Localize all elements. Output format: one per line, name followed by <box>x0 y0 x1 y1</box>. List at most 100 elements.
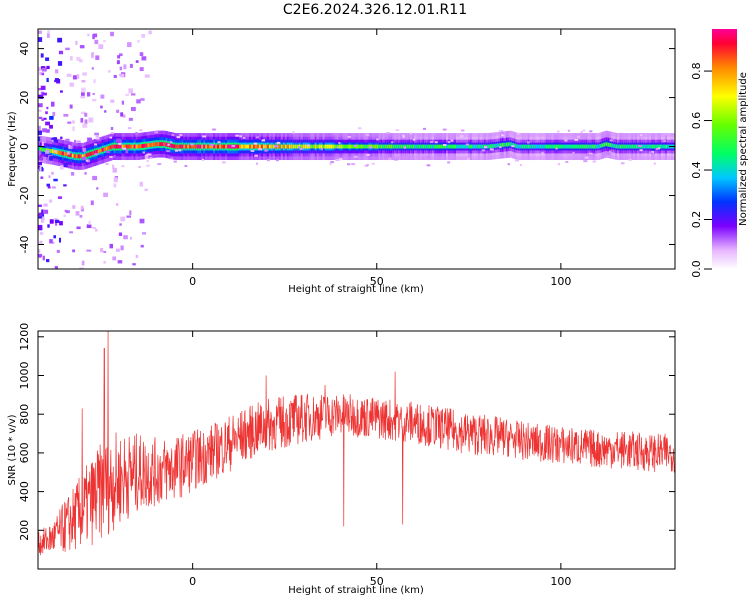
heatmap-noise <box>39 154 42 158</box>
heatmap-noise <box>132 263 136 266</box>
heatmap-cell <box>348 144 352 149</box>
heatmap-noise <box>41 216 45 221</box>
heatmap-noise <box>41 67 47 72</box>
heatmap-cell <box>424 144 427 149</box>
heatmap-noise <box>276 141 281 144</box>
heatmap-noise <box>105 163 109 166</box>
heatmap-cell <box>617 144 620 149</box>
heatmap-noise <box>515 159 519 162</box>
heatmap-noise <box>41 92 47 96</box>
heatmap-noise <box>498 129 502 132</box>
heatmap-noise <box>628 158 632 161</box>
heatmap-noise <box>336 146 339 149</box>
heatmap-noise <box>499 146 502 149</box>
heatmap-noise <box>72 205 76 209</box>
heatmap-cell <box>475 144 479 149</box>
heatmap-cell <box>163 142 166 147</box>
heatmap-cell <box>651 144 654 149</box>
heatmap-cell <box>547 144 551 149</box>
heatmap-cell <box>332 144 336 149</box>
heatmap-cell <box>85 153 89 158</box>
heatmap-cell <box>139 144 143 149</box>
heatmap-noise <box>95 137 100 140</box>
heatmap-noise <box>100 105 103 109</box>
heatmap-noise <box>92 98 97 102</box>
heatmap-cell <box>123 144 127 149</box>
heatmap-noise <box>54 78 59 82</box>
heatmap-noise <box>371 162 375 165</box>
heatmap-noise <box>96 187 99 190</box>
heatmap-noise <box>65 138 70 141</box>
heatmap-cell <box>41 147 45 152</box>
heatmap-noise <box>109 155 113 158</box>
heatmap-noise <box>38 162 43 166</box>
heatmap-noise <box>557 130 560 133</box>
heatmap-cell <box>473 144 477 149</box>
heatmap-cell <box>420 144 423 149</box>
heatmap-noise <box>540 152 544 155</box>
heatmap-cell <box>394 144 397 149</box>
heatmap-noise <box>648 151 653 154</box>
heatmap-noise <box>481 149 486 152</box>
heatmap-noise <box>146 160 149 163</box>
heatmap-noise <box>51 101 55 107</box>
heatmap-cell <box>304 144 308 149</box>
heatmap-cell <box>471 144 475 149</box>
heatmap-noise <box>80 117 84 123</box>
heatmap-noise <box>109 136 113 139</box>
heatmap-noise <box>255 162 259 165</box>
heatmap-noise <box>42 255 45 261</box>
heatmap-noise <box>40 218 44 223</box>
heatmap-cell <box>223 144 226 149</box>
heatmap-cell <box>89 151 93 156</box>
heatmap-cell <box>181 144 184 149</box>
heatmap-cell <box>663 144 666 149</box>
heatmap-cell <box>583 144 587 149</box>
heatmap-noise <box>589 130 593 133</box>
heatmap-cell <box>460 144 463 149</box>
heatmap-noise <box>129 236 133 240</box>
heatmap-noise <box>39 166 42 172</box>
heatmap-noise <box>79 215 83 218</box>
heatmap-noise <box>88 117 94 123</box>
heatmap-cell <box>125 144 129 149</box>
heatmap-cell <box>189 144 192 149</box>
heatmap-noise <box>567 129 571 132</box>
heatmap-cell <box>525 144 529 149</box>
heatmap-noise <box>110 132 115 135</box>
heatmap-cell <box>454 144 457 149</box>
heatmap-cell <box>591 144 594 149</box>
heatmap-noise <box>94 39 99 45</box>
heatmap-noise <box>139 52 144 56</box>
heatmap-noise <box>116 60 120 65</box>
heatmap-cell <box>258 144 262 149</box>
heatmap-cell <box>195 144 198 149</box>
heatmap-noise <box>57 61 63 66</box>
heatmap-cell <box>649 144 652 149</box>
heatmap-noise <box>106 150 111 154</box>
heatmap-noise <box>47 224 50 228</box>
heatmap-noise <box>338 158 343 161</box>
heatmap-noise <box>120 112 124 117</box>
heatmap-noise <box>71 120 75 124</box>
snr-xtick-label: 0 <box>189 575 196 588</box>
heatmap-noise <box>137 39 140 43</box>
heatmap-cell <box>450 144 453 149</box>
heatmap-noise <box>580 131 583 134</box>
heatmap-noise <box>275 159 279 162</box>
heatmap-noise <box>500 130 504 133</box>
snr-ytick-label: 400 <box>18 481 31 502</box>
heatmap-cell <box>479 144 483 149</box>
spectrogram-ytick-label: -20 <box>18 187 31 205</box>
heatmap-cell <box>631 144 634 149</box>
heatmap-noise <box>92 34 95 40</box>
heatmap-cell <box>229 144 232 149</box>
heatmap-noise <box>135 60 139 63</box>
heatmap-cell <box>436 144 439 149</box>
heatmap-noise <box>588 152 593 155</box>
heatmap-cell <box>296 144 300 149</box>
heatmap-cell <box>521 144 525 149</box>
heatmap-noise <box>144 74 150 78</box>
heatmap-noise <box>45 129 50 133</box>
heatmap-cell <box>260 144 264 149</box>
